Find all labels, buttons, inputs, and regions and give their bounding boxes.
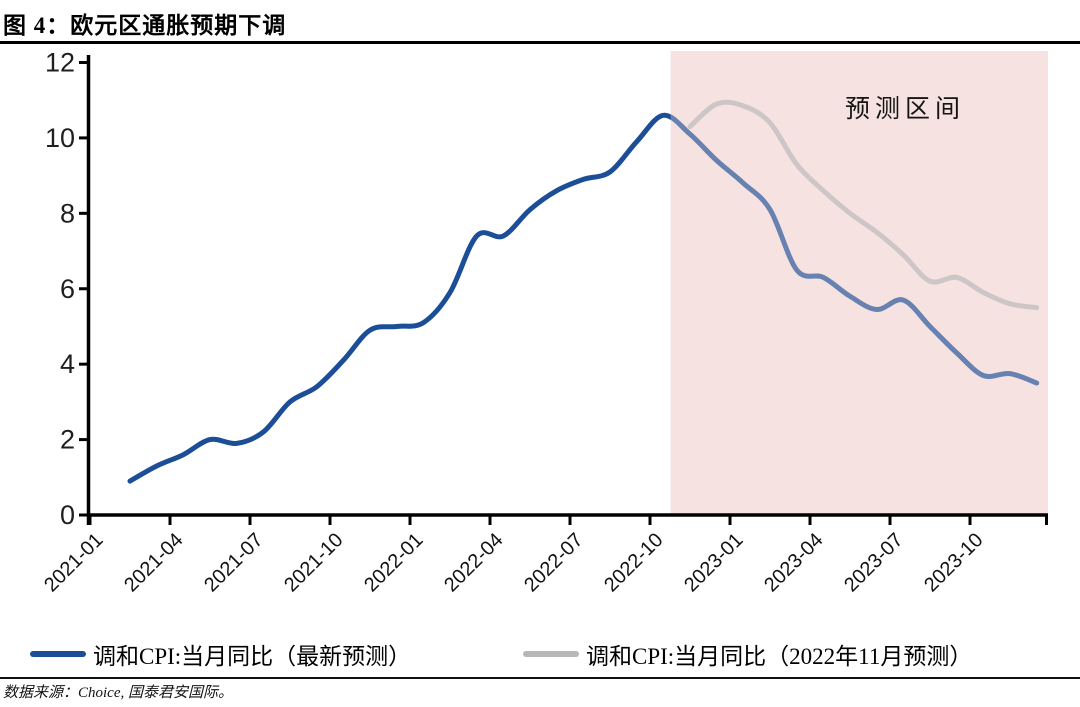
x-axis-label: 2021-04 xyxy=(120,529,187,596)
blue-line-swatch-icon xyxy=(30,651,86,657)
x-axis-label: 2022-01 xyxy=(360,529,427,596)
x-axis-label: 2023-01 xyxy=(680,529,747,596)
x-axis-label: 2022-04 xyxy=(440,529,507,596)
x-axis-label: 2023-10 xyxy=(920,529,987,596)
figure-title: 图 4：欧元区通胀预期下调 xyxy=(3,13,287,38)
forecast-region-label: 预测区间 xyxy=(845,95,965,123)
y-axis-label: 6 xyxy=(60,274,75,304)
legend-item-latest-forecast: 调和CPI:当月同比（最新预测） xyxy=(30,636,411,672)
data-source-note: 数据来源：Choice, 国泰君安国际。 xyxy=(3,685,233,701)
x-axis-label: 2021-07 xyxy=(200,529,267,596)
x-axis-label: 2021-01 xyxy=(40,529,107,596)
x-axis-label: 2022-10 xyxy=(600,529,667,596)
y-axis-label: 2 xyxy=(60,425,75,455)
series-line-latest-forecast xyxy=(127,112,1040,484)
legend-label: 调和CPI:当月同比（最新预测） xyxy=(93,644,412,669)
legend-item-nov2022-forecast: 调和CPI:当月同比（2022年11月预测） xyxy=(523,636,972,672)
x-axis-label: 2021-10 xyxy=(280,529,347,596)
forecast-region xyxy=(670,51,1048,515)
forecast-region-overlay xyxy=(670,51,1048,515)
x-axis-label: 2022-07 xyxy=(520,529,587,596)
series-line-nov2022-forecast xyxy=(687,99,1040,311)
y-axis-label: 12 xyxy=(45,48,75,78)
y-axis-label: 4 xyxy=(60,349,75,379)
gray-line-swatch-icon xyxy=(523,651,579,657)
chart-legend: 调和CPI:当月同比（最新预测） 调和CPI:当月同比（2022年11月预测） xyxy=(0,636,1080,672)
y-axis-label: 10 xyxy=(45,123,75,153)
footer-divider xyxy=(0,677,1080,679)
legend-label: 调和CPI:当月同比（2022年11月预测） xyxy=(586,644,973,669)
title-divider xyxy=(0,41,1080,44)
x-axis-label: 2023-07 xyxy=(840,529,907,596)
y-axis-label: 0 xyxy=(60,500,75,530)
x-axis-label: 2023-04 xyxy=(760,529,827,596)
y-axis-label: 8 xyxy=(60,198,75,228)
